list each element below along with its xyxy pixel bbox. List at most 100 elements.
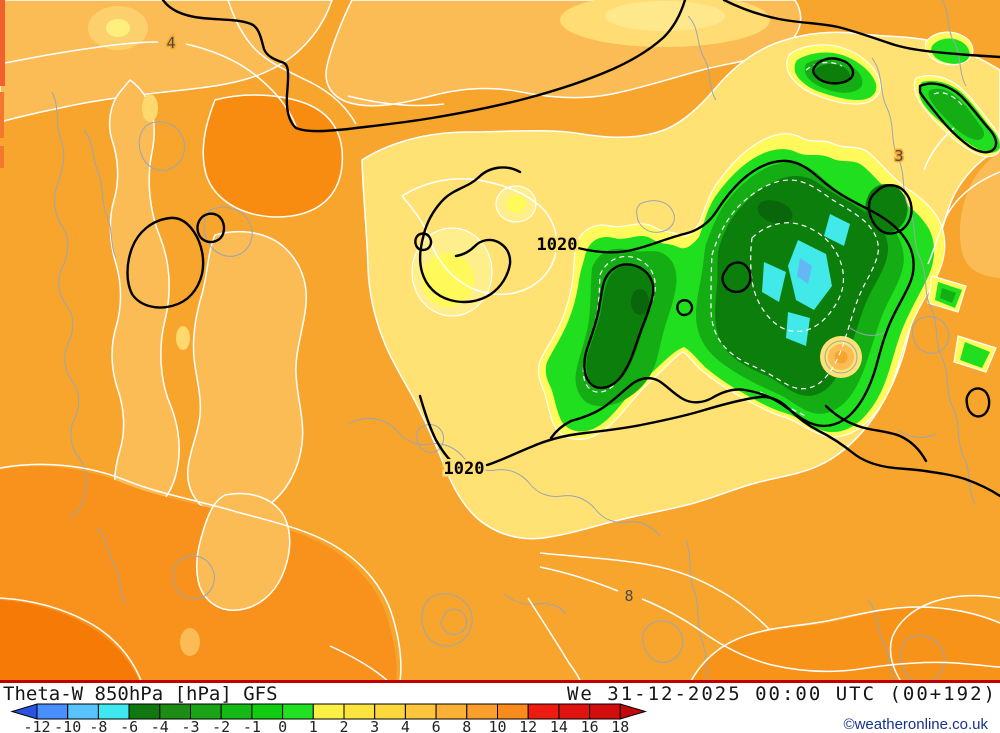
hot-edge: [0, 146, 4, 168]
cyan-patch: [786, 312, 810, 346]
coastline: [503, 593, 567, 615]
colorbar-tick-label: 10: [488, 718, 506, 733]
blue-core-patch: [797, 258, 812, 284]
colorbar-tick-label: 2: [339, 718, 348, 733]
colorbar-tick-label: 8: [462, 718, 471, 733]
coastline: [642, 620, 684, 663]
coastline: [685, 539, 711, 684]
coastline: [897, 429, 937, 438]
coastline: [172, 555, 215, 600]
coastline: [871, 57, 976, 505]
hot-edge-layer: [0, 0, 5, 168]
isobar-line: [196, 212, 226, 244]
map-svg: 1020 1020 4 8 3: [0, 0, 1000, 684]
green-diamond-core: [940, 288, 956, 303]
colorbar-segment: [97, 703, 130, 720]
green-blob-topright: [931, 38, 970, 64]
green-area-darkest: [757, 200, 793, 224]
contour-label-1020: 1020: [444, 459, 485, 479]
colorbar-tick-label: -1: [243, 718, 261, 733]
colorbar-tick-label: -2: [212, 718, 230, 733]
colorbar-tick-label: 0: [278, 718, 287, 733]
coastline: [83, 129, 117, 259]
colorbar-tick-label: -8: [89, 718, 107, 733]
light-orange-patch: [180, 628, 200, 656]
colorbar-segment: [159, 703, 192, 720]
white-isoline: [539, 566, 1000, 673]
colorbar-segment: [374, 703, 406, 720]
light-orange-patch: [195, 492, 291, 611]
coastline: [687, 15, 717, 101]
isobar-line: [418, 166, 522, 304]
yellow-core: [176, 326, 190, 350]
contour-label-3: 3: [894, 147, 903, 165]
colorbar-segment: [190, 703, 222, 720]
isobar-line: [721, 261, 752, 294]
colorbar-segment: [589, 703, 621, 720]
colorbar-tick-label: 3: [370, 718, 379, 733]
coastline: [51, 91, 87, 519]
green-dot: [554, 367, 562, 375]
green-area-darkest: [631, 289, 649, 315]
colorbar-segment: [251, 703, 284, 720]
dark-orange-patch: [202, 94, 344, 218]
coastline: [867, 599, 897, 684]
hot-edge: [0, 0, 5, 86]
colorbar-segment: [36, 703, 69, 720]
white-isoline: [527, 597, 582, 684]
isobar-line: [722, 0, 1000, 59]
deep-orange-corner: [0, 600, 140, 683]
colorbar-tick-label: 18: [611, 718, 629, 733]
isobar-line: [549, 159, 915, 440]
light-orange-patch: [959, 152, 1000, 278]
isobar-line: [676, 299, 694, 317]
isobar-line: [965, 387, 991, 418]
weather-map: 1020 1020 4 8 3: [0, 0, 1000, 684]
coastline: [421, 593, 473, 647]
dashed-isoline: [710, 179, 879, 390]
white-isoline: [539, 552, 771, 631]
isobar-line: [126, 216, 205, 309]
isobar-layer: [126, 0, 1000, 498]
green-diamond: [960, 342, 990, 368]
colorbar-tick-label: 14: [550, 718, 568, 733]
map-bottom-border: [0, 680, 1000, 683]
green-blob-topright: [928, 88, 985, 140]
warm-hole: [834, 350, 848, 364]
contour-label-1020: 1020: [537, 235, 578, 255]
colorbar-tick-label: 16: [581, 718, 599, 733]
dashed-isoline: [805, 61, 843, 71]
green-area-dark: [865, 184, 908, 233]
isobar-line: [161, 0, 687, 133]
contour-label-8: 8: [624, 587, 633, 605]
coastline: [941, 0, 967, 87]
white-isoline-layer: [0, 0, 1000, 684]
colorbar-segment: [67, 703, 99, 720]
white-isoline: [0, 597, 143, 684]
coastline: [416, 424, 445, 453]
yellow-core: [506, 195, 526, 213]
colorbar-tick-label: 12: [519, 718, 537, 733]
yellow-core: [605, 1, 725, 31]
cyan-patch: [824, 214, 850, 246]
isobar-line: [418, 394, 1000, 498]
dashed-isoline: [933, 92, 963, 106]
dashed-isoline: [750, 222, 845, 333]
white-isoline: [927, 171, 1000, 265]
colorbar-tick-label: -12: [23, 718, 50, 733]
colorbar-segment: [435, 703, 468, 720]
isobar-line: [824, 404, 928, 463]
colorbar-segment: [220, 703, 253, 720]
white-isoline: [0, 463, 402, 684]
contour-labels-layer: 1020 1020 4 8 3: [165, 33, 905, 607]
cyan-patch: [762, 262, 786, 302]
light-orange-patch: [0, 0, 333, 123]
colorbar-segment: [404, 703, 437, 720]
colorbar-segment: [497, 703, 529, 720]
coastline: [849, 327, 887, 336]
footer-svg: Theta-W 850hPa [hPa] GFS We 31-12-2025 0…: [3, 683, 995, 733]
colorbar-tick-label: 6: [432, 718, 441, 733]
footer-bar: Theta-W 850hPa [hPa] GFS We 31-12-2025 0…: [0, 683, 1000, 733]
white-isoline: [401, 178, 558, 296]
coastline-layer: [51, 0, 976, 684]
